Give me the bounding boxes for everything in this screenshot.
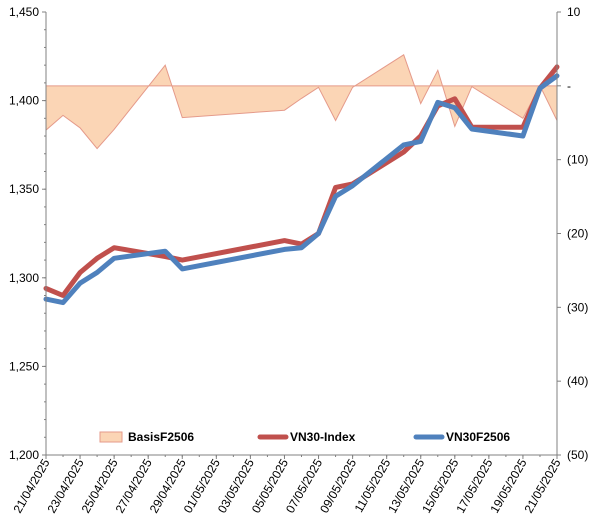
legend: BasisF2506 VN30-Index VN30F2506	[99, 430, 510, 444]
lines-layer	[43, 64, 560, 306]
y-right-tick-label: (20)	[567, 227, 588, 241]
basis-area	[46, 54, 557, 149]
basis-outline	[45, 54, 558, 150]
y-right-tick-label: (50)	[567, 448, 588, 462]
y-left-tick-label: 1,300	[9, 271, 39, 285]
legend-label-vn30-index: VN30-Index	[290, 430, 356, 444]
y-right-tick-label: (40)	[567, 374, 588, 388]
y-right-tick-label: -	[567, 79, 571, 93]
y-right-tick-label: (30)	[567, 300, 588, 314]
series-line-vn30f2506	[43, 73, 560, 306]
y-left-tick-label: 1,400	[9, 94, 39, 108]
legend-label-basis: BasisF2506	[128, 430, 194, 444]
y-right-tick-label: 10	[567, 5, 581, 19]
y-left-tick-label: 1,250	[9, 359, 39, 373]
legend-swatch-basis	[99, 431, 123, 443]
legend-label-vn30f2506: VN30F2506	[446, 430, 510, 444]
y-left-tick-label: 1,200	[9, 448, 39, 462]
y-left-tick-label: 1,350	[9, 182, 39, 196]
y-left-tick-label: 1,450	[9, 5, 39, 19]
basis-area-layer	[45, 54, 558, 150]
y-right-tick-label: (10)	[567, 153, 588, 167]
